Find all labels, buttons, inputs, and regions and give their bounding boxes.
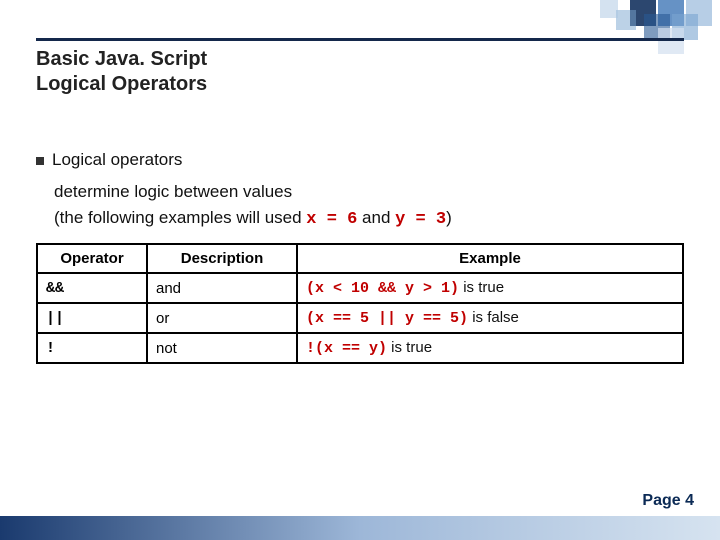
example-code: !(x == y) [306, 340, 387, 357]
th-example: Example [297, 244, 683, 273]
content-area: Logical operators determine logic betwee… [36, 150, 684, 364]
footer-bar [0, 516, 720, 540]
cell-operator: || [37, 303, 147, 333]
cell-description: not [147, 333, 297, 363]
table-row: && and (x < 10 && y > 1) is true [37, 273, 683, 303]
th-description: Description [147, 244, 297, 273]
example-tail: is true [387, 339, 432, 356]
example-tail: is false [468, 309, 519, 326]
sub-line-2: (the following examples will used x = 6 … [54, 208, 684, 229]
cell-example: !(x == y) is true [297, 333, 683, 363]
cell-operator: && [37, 273, 147, 303]
sub-line-1: determine logic between values [54, 182, 684, 202]
table-row: || or (x == 5 || y == 5) is false [37, 303, 683, 333]
cell-operator: ! [37, 333, 147, 363]
cell-example: (x == 5 || y == 5) is false [297, 303, 683, 333]
example-code: (x < 10 && y > 1) [306, 280, 459, 297]
bullet-text: Logical operators [52, 150, 182, 170]
sub2-mid: and [357, 208, 395, 227]
sub2-suffix: ) [446, 208, 452, 227]
sub2-code2: y = 3 [395, 210, 446, 229]
table-header-row: Operator Description Example [37, 244, 683, 273]
title-line-1: Basic Java. Script [36, 47, 684, 72]
example-tail: is true [459, 279, 504, 296]
bullet-square-icon [36, 157, 44, 165]
table-row: ! not !(x == y) is true [37, 333, 683, 363]
sub2-prefix: (the following examples will used [54, 208, 306, 227]
operators-table: Operator Description Example && and (x <… [36, 243, 684, 364]
cell-description: or [147, 303, 297, 333]
title-block: Basic Java. Script Logical Operators [36, 38, 684, 97]
cell-description: and [147, 273, 297, 303]
cell-example: (x < 10 && y > 1) is true [297, 273, 683, 303]
example-code: (x == 5 || y == 5) [306, 310, 468, 327]
th-operator: Operator [37, 244, 147, 273]
bullet-item: Logical operators [36, 150, 684, 170]
title-line-2: Logical Operators [36, 72, 684, 97]
sub2-code1: x = 6 [306, 210, 357, 229]
page-number: Page 4 [642, 492, 694, 510]
